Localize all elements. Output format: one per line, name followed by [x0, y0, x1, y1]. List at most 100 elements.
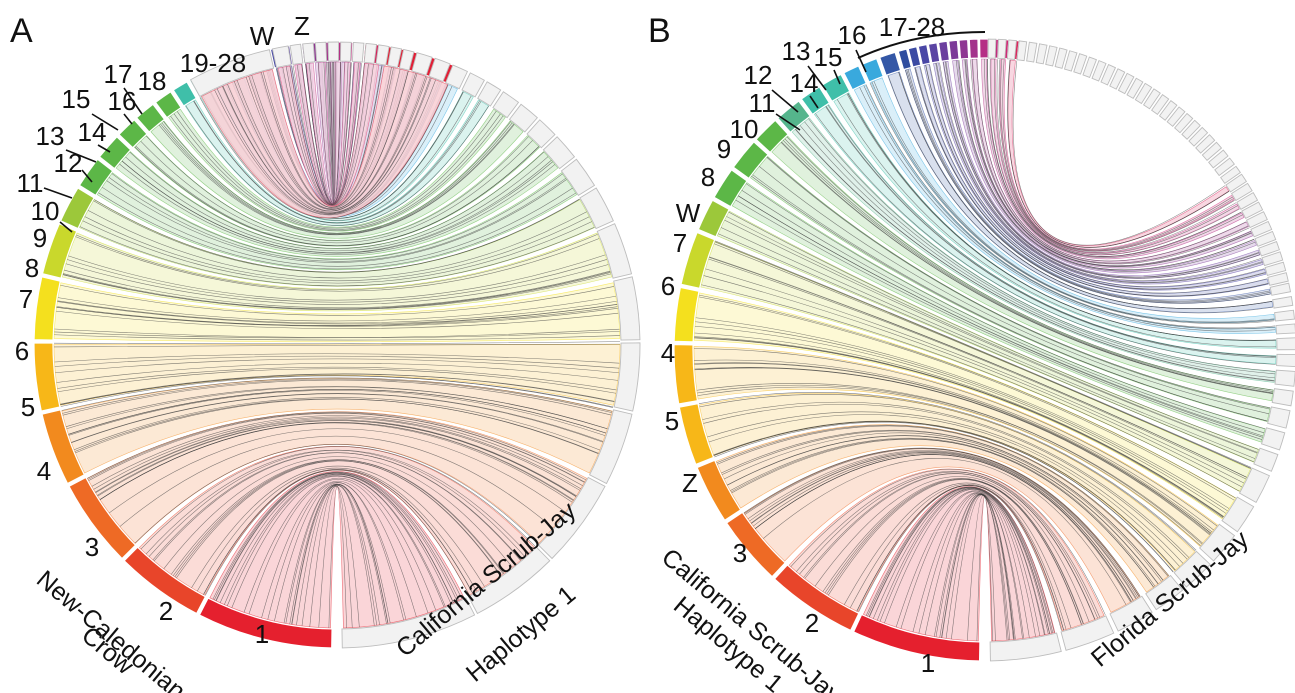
panel-b-synteny-line — [1007, 60, 1230, 248]
panel-b-synteny-line — [741, 190, 1265, 434]
panel-b-right-segment — [1198, 523, 1236, 562]
panel-a-right-segment — [461, 72, 485, 98]
panel-a-left-segment — [123, 546, 207, 615]
panel-b-chromosome-label: 11 — [749, 88, 776, 118]
panel-b-bracket-17-28 — [857, 31, 986, 59]
panel-b-right-segment — [1151, 93, 1170, 115]
panel-a-synteny-line — [134, 444, 539, 545]
panel-a-synteny-line — [185, 105, 489, 226]
panel-a-synteny-line — [98, 192, 576, 270]
panel-b-synteny-line — [907, 69, 1270, 302]
panel-a-chromosome-label: 5 — [21, 392, 35, 422]
panel-b-synteny-line — [698, 296, 1235, 501]
panel-a-synteny-line — [216, 78, 432, 215]
panel-b-right-segment — [1236, 192, 1259, 210]
panel-b-synteny-line — [989, 59, 1240, 256]
panel-a-right-segment — [341, 597, 476, 649]
panel-b-label-leader — [807, 65, 827, 91]
panel-b-synteny-line — [986, 59, 1242, 257]
panel-a-label-leader — [43, 187, 73, 199]
panel-b-left-segment — [732, 141, 769, 180]
panel-b-ribbon — [693, 346, 1218, 547]
panel-b-synteny-line — [808, 118, 1276, 372]
panel-b-synteny-line — [939, 62, 1262, 281]
panel-a-synteny-line — [161, 122, 513, 234]
panel-a-synteny-line — [56, 362, 618, 383]
panel-a-synteny-line — [222, 76, 428, 214]
panel-b-synteny-line — [795, 128, 1275, 382]
panel-a-synteny-line — [146, 135, 529, 241]
panel-a-synteny-line — [129, 151, 545, 249]
panel-a-left-segment — [118, 118, 148, 149]
panel-a-synteny-line — [57, 301, 618, 325]
panel-a-ribbon — [150, 120, 524, 239]
panel-b-synteny-line — [753, 453, 1134, 601]
panel-b-synteny-line — [856, 485, 1064, 631]
panel-b-synteny-line — [697, 386, 1201, 546]
panel-b-synteny-line — [945, 61, 1260, 278]
panel-a-synteny-line — [65, 263, 609, 305]
panel-b-chromosome-label: 15 — [814, 42, 843, 72]
panel-b-synteny-line — [970, 59, 1250, 265]
panel-b-synteny-line — [828, 479, 1082, 625]
panel-a-synteny-line — [176, 110, 497, 229]
panel-b-right-segment — [1267, 272, 1289, 286]
panel-b-synteny-line — [815, 113, 1276, 365]
panel-b-synteny-line — [755, 454, 1132, 602]
panel-a-right-segment — [613, 342, 641, 412]
panel-b-synteny-line — [998, 59, 1235, 252]
panel-a-ribbon — [306, 61, 351, 205]
panel-b-left-segment — [776, 100, 811, 134]
panel-b-ribbon — [813, 104, 1277, 365]
panel-a-left-segment — [68, 476, 137, 560]
panel-b-synteny-line — [752, 174, 1268, 422]
panel-b-right-segment — [1261, 251, 1284, 267]
panel-a-chromosome-label: 9 — [33, 223, 47, 253]
panel-b-synteny-line — [958, 60, 1255, 271]
panel-b-synteny-line — [730, 437, 1156, 587]
panel-a-right-segment — [492, 91, 520, 119]
panel-a-chromosome-label: 14 — [78, 117, 107, 147]
panel-b-right-segment — [1060, 615, 1115, 651]
panel-b-synteny-line — [843, 482, 1072, 629]
panel-b-synteny-line — [865, 84, 1276, 329]
panel-b-left-segment — [773, 564, 860, 632]
panel-a-chromosome-label: 8 — [25, 253, 39, 283]
panel-b-right-segment — [1272, 296, 1294, 309]
panel-a-label-leader — [81, 169, 93, 183]
panel-a-label-leader — [91, 113, 119, 131]
panel-b-right-segment — [1269, 282, 1292, 296]
panel-a-label-leader — [65, 149, 97, 163]
panel-b-chromosome-label: 9 — [717, 134, 731, 164]
panel-b-left-segment — [937, 40, 951, 62]
panel-b-left-segment — [958, 38, 970, 60]
panel-a-synteny-line — [95, 417, 580, 493]
panel-a-left-segment — [41, 409, 86, 485]
panel-b-chromosome-label: 17-28 — [879, 12, 946, 42]
panel-b-right-segment — [1109, 595, 1153, 632]
panel-b-ribbon — [990, 58, 1240, 255]
panel-b-synteny-line — [784, 138, 1274, 392]
panel-b-synteny-line — [750, 451, 1136, 600]
panel-b-right-segment — [987, 38, 997, 59]
panel-b-right-segment — [1016, 40, 1028, 62]
panel-b-left-segment — [843, 65, 868, 91]
panel-a-synteny-line — [87, 210, 587, 279]
panel-a-right-segment — [428, 57, 451, 83]
panel-b-synteny-line — [790, 469, 1106, 616]
panel-b-synteny-line — [955, 60, 1256, 272]
panel-a-ribbon — [53, 282, 621, 343]
panel-a-chromosome-label: 2 — [159, 596, 173, 626]
panel-a-right-segment — [375, 44, 390, 66]
panel-b-synteny-line — [822, 478, 1084, 625]
panel-b-chromosome-label: 16 — [838, 20, 867, 50]
panel-a-synteny-line — [191, 465, 485, 588]
panel-b-synteny-line — [695, 317, 1230, 509]
panel-b-synteny-line — [869, 82, 1275, 324]
panel-a-synteny-line — [214, 79, 436, 216]
panel-b-synteny-line — [694, 362, 1213, 533]
panel-b-right-segment — [1195, 134, 1216, 154]
panel-a-synteny-line — [60, 375, 614, 408]
panel-b-synteny-line — [695, 321, 1228, 512]
